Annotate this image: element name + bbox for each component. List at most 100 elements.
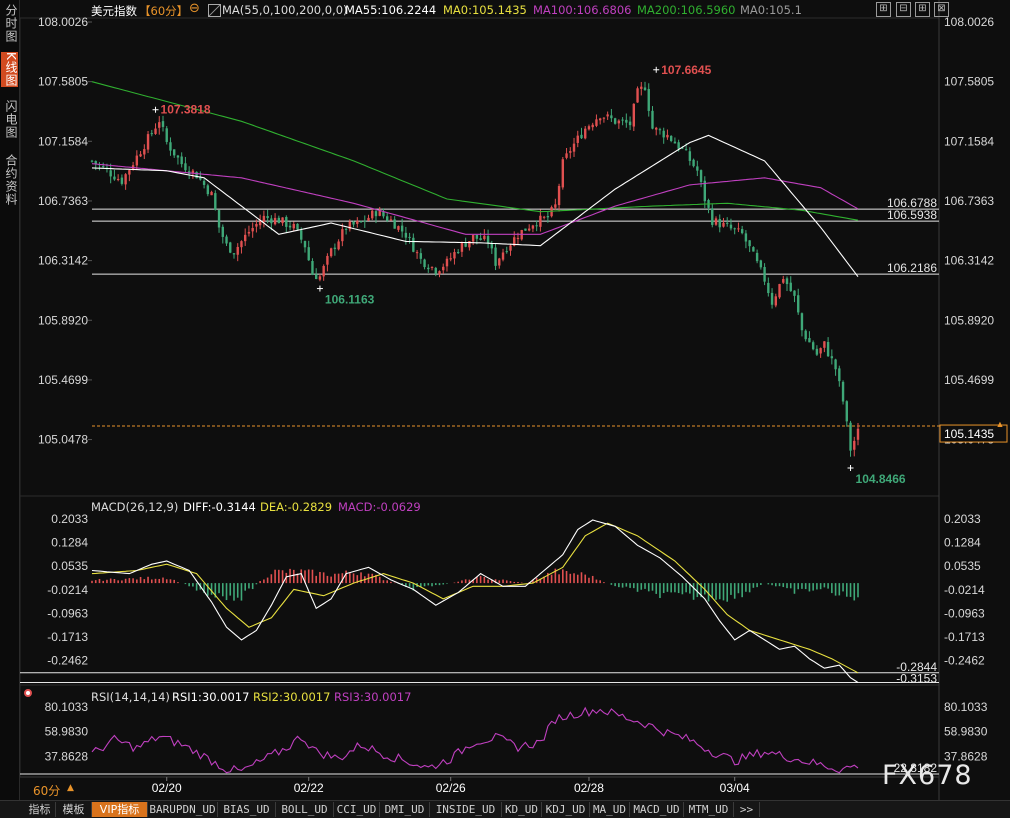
indicator-tab-cci-ud[interactable]: CCI_UD xyxy=(334,802,380,817)
candle-body xyxy=(535,225,538,227)
candle-body xyxy=(124,174,127,185)
candle-body xyxy=(270,218,273,224)
macd-tick-left: -0.2462 xyxy=(47,654,88,668)
candle-body xyxy=(669,135,673,142)
candle-body xyxy=(311,260,314,275)
candle-body xyxy=(348,221,352,230)
candle-body xyxy=(363,220,366,222)
candle-body xyxy=(225,236,228,244)
candle-body xyxy=(180,156,183,165)
candle-body xyxy=(752,247,755,252)
candle-body xyxy=(811,342,815,350)
candle-body xyxy=(400,225,404,232)
high-label-2: 107.6645 xyxy=(661,63,711,77)
indicator-tab--[interactable]: 指标 xyxy=(24,802,56,817)
period-label[interactable]: 【60分】 xyxy=(139,4,189,18)
indicator-tab-bias-ud[interactable]: BIAS_UD xyxy=(218,802,276,817)
tab-time-sharing[interactable]: 分时图 xyxy=(4,4,18,43)
rsi-tick-left: 58.9830 xyxy=(45,725,89,739)
candle-body xyxy=(494,247,497,266)
tab-kline[interactable]: K线图 xyxy=(1,52,18,87)
candle-body xyxy=(486,236,490,244)
tab-contract-info[interactable]: 合约资料 xyxy=(4,154,18,206)
candle-body xyxy=(595,119,598,126)
indicator-tab-vip-[interactable]: VIP指标 xyxy=(92,802,148,817)
candle-body xyxy=(412,237,415,252)
candle-body xyxy=(427,267,430,270)
price-tick-right: 108.0026 xyxy=(944,15,994,29)
candle-body xyxy=(651,110,654,129)
indicator-tab-dmi-ud[interactable]: DMI_UD xyxy=(380,802,430,817)
settings-icon[interactable]: ⊖ xyxy=(189,1,200,16)
candle-body xyxy=(281,217,284,224)
candle-body xyxy=(823,341,826,348)
macd-title: MACD(26,12,9) xyxy=(91,500,179,514)
candle-body xyxy=(483,235,486,240)
indicator-tab-kd-ud[interactable]: KD_UD xyxy=(502,802,542,817)
price-tick-left: 106.7363 xyxy=(38,194,88,208)
indicator-tab-ma-ud[interactable]: MA_UD xyxy=(590,802,630,817)
candle-body xyxy=(684,149,688,151)
macd-tick-right: 0.0535 xyxy=(944,559,981,573)
candle-body xyxy=(830,356,834,359)
rsi-tick-right: 37.8628 xyxy=(944,749,988,763)
indicator-tab-barupdn-ud[interactable]: BARUPDN_UD xyxy=(148,802,218,817)
macd-tick-right: 0.2033 xyxy=(944,512,981,526)
candle-body xyxy=(505,251,508,253)
indicator-tab--[interactable]: >> xyxy=(734,802,760,817)
candle-body xyxy=(255,224,258,227)
indicator-tab-boll-ud[interactable]: BOLL_UD xyxy=(276,802,334,817)
maximize-icon[interactable]: ⊞ xyxy=(915,2,930,17)
candle-body xyxy=(471,234,475,242)
tab-tick-chart[interactable]: 闪电图 xyxy=(4,100,18,139)
candle-body xyxy=(468,241,471,248)
macd-level-label: -0.2844 xyxy=(896,660,937,674)
candle-body xyxy=(527,228,531,231)
rsi-title: RSI(14,14,14) xyxy=(91,690,170,704)
close-icon[interactable]: ⊠ xyxy=(934,2,949,17)
candle-body xyxy=(169,142,172,151)
candle-body xyxy=(393,219,396,229)
period-arrow-icon[interactable]: ▲ xyxy=(67,783,74,793)
candle-body xyxy=(479,238,482,240)
candle-body xyxy=(210,191,213,196)
candle-body xyxy=(531,225,535,229)
rsi-tick-right: 80.1033 xyxy=(944,700,988,714)
chart-canvas[interactable]: 108.0026 108.0026 107.5805 107.5805 107.1584… xyxy=(0,0,1010,800)
candle-body xyxy=(247,231,251,234)
candle-body xyxy=(116,178,120,180)
candle-body xyxy=(165,128,168,142)
date-label: 02/22 xyxy=(294,781,324,795)
indicator-tab--[interactable]: 模板 xyxy=(56,802,92,817)
candle-body xyxy=(692,159,695,167)
candle-body xyxy=(120,177,124,184)
candle-body xyxy=(737,228,740,230)
candle-body xyxy=(382,211,385,217)
rsi1-value: RSI1:30.0017 xyxy=(172,690,250,704)
candle-body xyxy=(258,221,262,226)
price-tick-left: 106.3142 xyxy=(38,254,88,268)
candle-body xyxy=(625,119,628,123)
ma200-line xyxy=(91,81,859,221)
indicator-tab-macd-ud[interactable]: MACD_UD xyxy=(630,802,684,817)
rsi-tick-left: 37.8628 xyxy=(45,749,89,763)
indicator-tab-kdj-ud[interactable]: KDJ_UD xyxy=(542,802,590,817)
candle-body xyxy=(658,129,662,131)
rsi-marker-icon[interactable] xyxy=(24,689,32,697)
indicator-tab-inside-ud[interactable]: INSIDE_UD xyxy=(430,802,502,817)
layout-icon[interactable]: ⊞ xyxy=(876,2,891,17)
indicator-tab-mtm-ud[interactable]: MTM_UD xyxy=(684,802,734,817)
period-indicator[interactable]: 60分 xyxy=(33,784,61,798)
candle-body xyxy=(397,226,400,230)
indicator-icon[interactable] xyxy=(208,4,221,17)
candle-body xyxy=(322,265,325,277)
candle-body xyxy=(303,241,307,248)
date-label: 02/26 xyxy=(436,781,466,795)
candle-body xyxy=(591,124,594,128)
minimize-icon[interactable]: ⊟ xyxy=(896,2,911,17)
price-tick-right: 106.3142 xyxy=(944,254,994,268)
candle-body xyxy=(565,153,568,158)
candle-body xyxy=(154,128,157,134)
candle-body xyxy=(770,292,774,305)
candle-body xyxy=(557,185,561,206)
